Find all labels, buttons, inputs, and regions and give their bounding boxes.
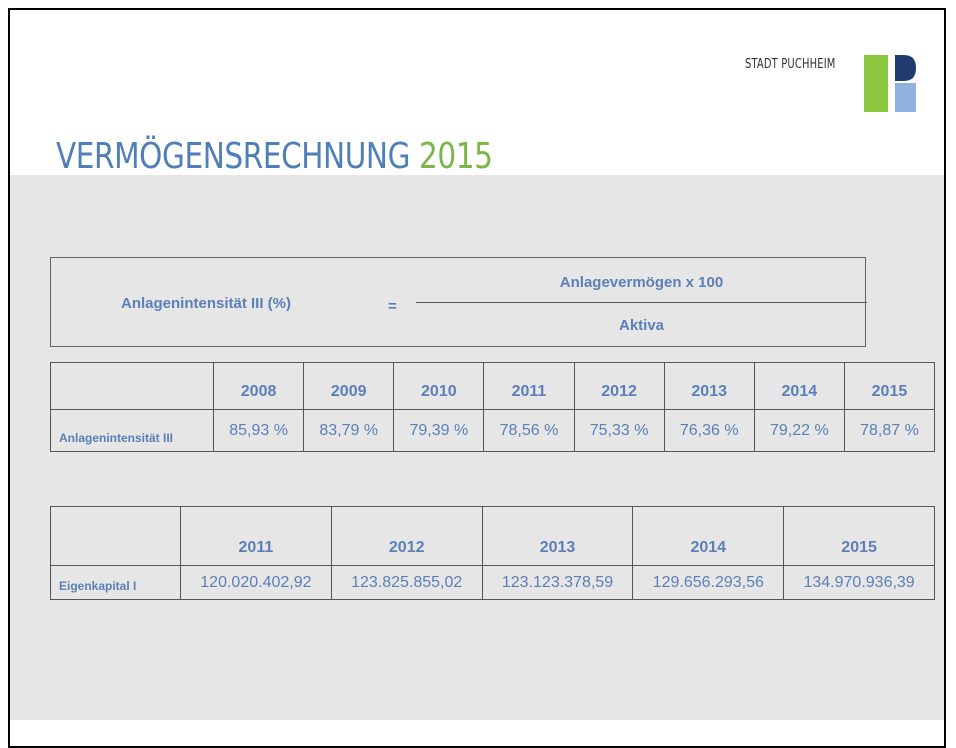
row-label: Eigenkapital I <box>50 565 181 600</box>
slide: STADT PUCHHEIM VERMÖGENSRECHNUNG 2015 An… <box>8 8 946 748</box>
value-cell: 120.020.402,92 <box>180 565 332 600</box>
year-header: 2009 <box>303 362 395 410</box>
year-header: 2013 <box>663 362 755 410</box>
year-header: 2008 <box>212 362 305 410</box>
table-intensity: 2008 2009 2010 2011 2012 2013 2014 2015 Anlageni… <box>50 362 936 452</box>
year-header: 2012 <box>330 506 483 566</box>
corner-cell <box>50 506 181 566</box>
value-cell: 134.970.936,39 <box>783 565 935 600</box>
year-header: 2015 <box>843 362 936 410</box>
year-header: 2014 <box>632 506 785 566</box>
table-equity: 2011 2012 2013 2014 2015 Eigenkapital I 120.02… <box>50 506 935 600</box>
fraction-line <box>416 302 867 303</box>
value-cell: 78,56 % <box>483 409 575 452</box>
value-cell: 123.825.855,02 <box>330 565 483 600</box>
formula-label: Anlagenintensität III (%) <box>121 295 292 312</box>
year-header: 2012 <box>573 362 665 410</box>
value-cell: 123.123.378,59 <box>481 565 634 600</box>
title-main: VERMÖGENSRECHNUNG <box>56 136 411 177</box>
formula-box: Anlagenintensität III (%) = Anlagevermög… <box>50 257 867 347</box>
value-cell: 83,79 % <box>303 409 395 452</box>
header-row: 2008 2009 2010 2011 2012 2013 2014 2015 <box>50 362 936 410</box>
value-cell: 85,93 % <box>212 409 305 452</box>
year-header: 2010 <box>393 362 485 410</box>
year-header: 2015 <box>783 506 935 566</box>
title: VERMÖGENSRECHNUNG 2015 <box>56 136 493 177</box>
year-header: 2014 <box>753 362 845 410</box>
title-year: 2015 <box>419 136 493 177</box>
year-header: 2011 <box>180 506 332 566</box>
logo-text: STADT PUCHHEIM <box>745 57 836 72</box>
logo <box>864 55 916 112</box>
value-cell: 79,22 % <box>753 409 845 452</box>
value-cell: 78,87 % <box>843 409 936 452</box>
value-cell: 75,33 % <box>573 409 665 452</box>
value-cell: 129.656.293,56 <box>632 565 785 600</box>
value-cell: 79,39 % <box>393 409 485 452</box>
row-label: Anlagenintensität III <box>50 409 214 452</box>
corner-cell <box>50 362 214 410</box>
formula-denominator: Aktiva <box>618 317 665 334</box>
data-row: Anlagenintensität III 85,93 % 83,79 % 79,39… <box>50 409 936 452</box>
header-row: 2011 2012 2013 2014 2015 <box>50 506 935 566</box>
year-header: 2011 <box>483 362 575 410</box>
formula-numerator: Anlagevermögen x 100 <box>559 274 724 291</box>
year-header: 2013 <box>481 506 634 566</box>
value-cell: 76,36 % <box>663 409 755 452</box>
data-row: Eigenkapital I 120.020.402,92 123.825.855,… <box>50 565 935 600</box>
formula-equals: = <box>388 298 397 315</box>
